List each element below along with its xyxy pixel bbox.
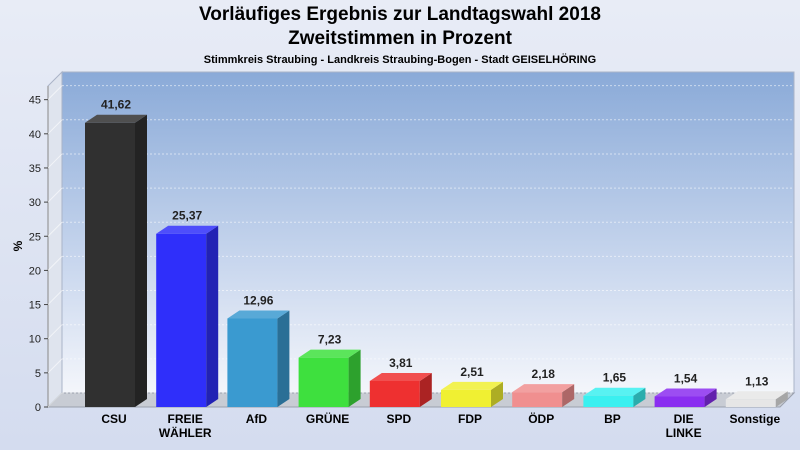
bar (85, 114, 147, 407)
x-tick-label: Sonstige (729, 412, 780, 426)
x-tick-label: FDP (458, 412, 482, 426)
bar-side (775, 391, 788, 407)
x-tick-label: ÖDP (528, 411, 554, 426)
bar (369, 372, 432, 407)
bar (298, 349, 361, 407)
gridline-side (47, 290, 63, 305)
data-label: 2,51 (460, 365, 484, 379)
bar-side (206, 225, 219, 407)
bar-top (85, 114, 147, 123)
y-tick-label: 0 (35, 402, 41, 414)
bar-side (135, 114, 147, 407)
bar-front (85, 122, 135, 407)
x-tick-label: FREIE (168, 412, 203, 426)
bar-side (348, 349, 361, 407)
data-label: 12,96 (243, 293, 273, 307)
chart-region-label: Stimmkreis Straubing - Landkreis Straubi… (203, 54, 597, 66)
x-tick-label: WÄHLER (159, 425, 212, 440)
data-label: 1,54 (674, 371, 698, 385)
y-tick-label: 15 (29, 300, 41, 312)
gridline-side (47, 358, 63, 374)
bar (725, 391, 788, 407)
bar-front (583, 395, 634, 407)
y-tick-label: 40 (29, 129, 41, 141)
gridline-side (47, 187, 63, 203)
y-tick-label: 10 (29, 334, 41, 346)
bar-front (227, 318, 278, 407)
y-tick-label: 25 (29, 231, 41, 243)
y-tick-label: 45 (29, 95, 41, 107)
data-label: 2,18 (532, 367, 556, 381)
data-label: 3,81 (389, 356, 413, 370)
bar-top (654, 388, 717, 397)
bar (583, 387, 646, 407)
gridline-side (47, 85, 63, 101)
y-tick-label: 30 (29, 197, 41, 209)
bar-top (583, 387, 646, 396)
bar-top (441, 381, 503, 390)
bar-side (277, 310, 290, 407)
chart-title: Vorläufiges Ergebnis zur Landtagswahl 20… (199, 4, 601, 25)
data-label: 25,37 (172, 209, 202, 223)
bar (654, 388, 717, 407)
bar (441, 381, 503, 407)
x-tick-label: CSU (101, 412, 126, 426)
bar (512, 384, 575, 407)
bar-top (725, 391, 788, 400)
bar-top (156, 225, 219, 234)
data-label: 7,23 (318, 333, 342, 347)
bar-top (512, 384, 575, 393)
bar (227, 310, 290, 407)
x-tick-label: LINKE (666, 426, 702, 440)
chart-subtitle: Zweitstimmen in Prozent (288, 28, 512, 49)
bar (156, 225, 219, 407)
y-axis-label: % (11, 240, 25, 251)
bar-top (369, 372, 432, 381)
data-label: 1,13 (745, 374, 769, 388)
bar-side (562, 384, 575, 407)
x-tick-label: SPD (386, 412, 411, 426)
bar-front (441, 389, 491, 407)
bar-front (369, 380, 420, 407)
bar-top (298, 349, 361, 358)
gridline-side (47, 221, 63, 237)
bar-side (491, 381, 503, 407)
bar-front (725, 399, 776, 407)
bar-front (298, 357, 349, 407)
bar-top (227, 310, 290, 319)
y-tick-label: 5 (35, 368, 41, 380)
x-tick-label: DIE (674, 412, 694, 426)
bar-side (633, 387, 646, 407)
x-tick-label: GRÜNE (306, 411, 349, 426)
x-tick-label: BP (604, 412, 621, 426)
gridline-side (47, 324, 63, 340)
x-tick-label: AfD (246, 412, 268, 426)
gridline-side (47, 153, 63, 169)
bar-side (419, 372, 432, 407)
gridline-side (47, 256, 63, 271)
bar-front (156, 233, 207, 407)
y-tick-label: 35 (29, 163, 41, 175)
data-label: 1,65 (603, 371, 627, 385)
bar-front (654, 396, 705, 407)
bar-side (704, 388, 717, 407)
bar-front (512, 392, 563, 407)
gridline-side (47, 392, 63, 408)
gridline-side (47, 119, 63, 135)
y-tick-label: 20 (29, 265, 41, 277)
data-label: 41,62 (101, 98, 131, 112)
